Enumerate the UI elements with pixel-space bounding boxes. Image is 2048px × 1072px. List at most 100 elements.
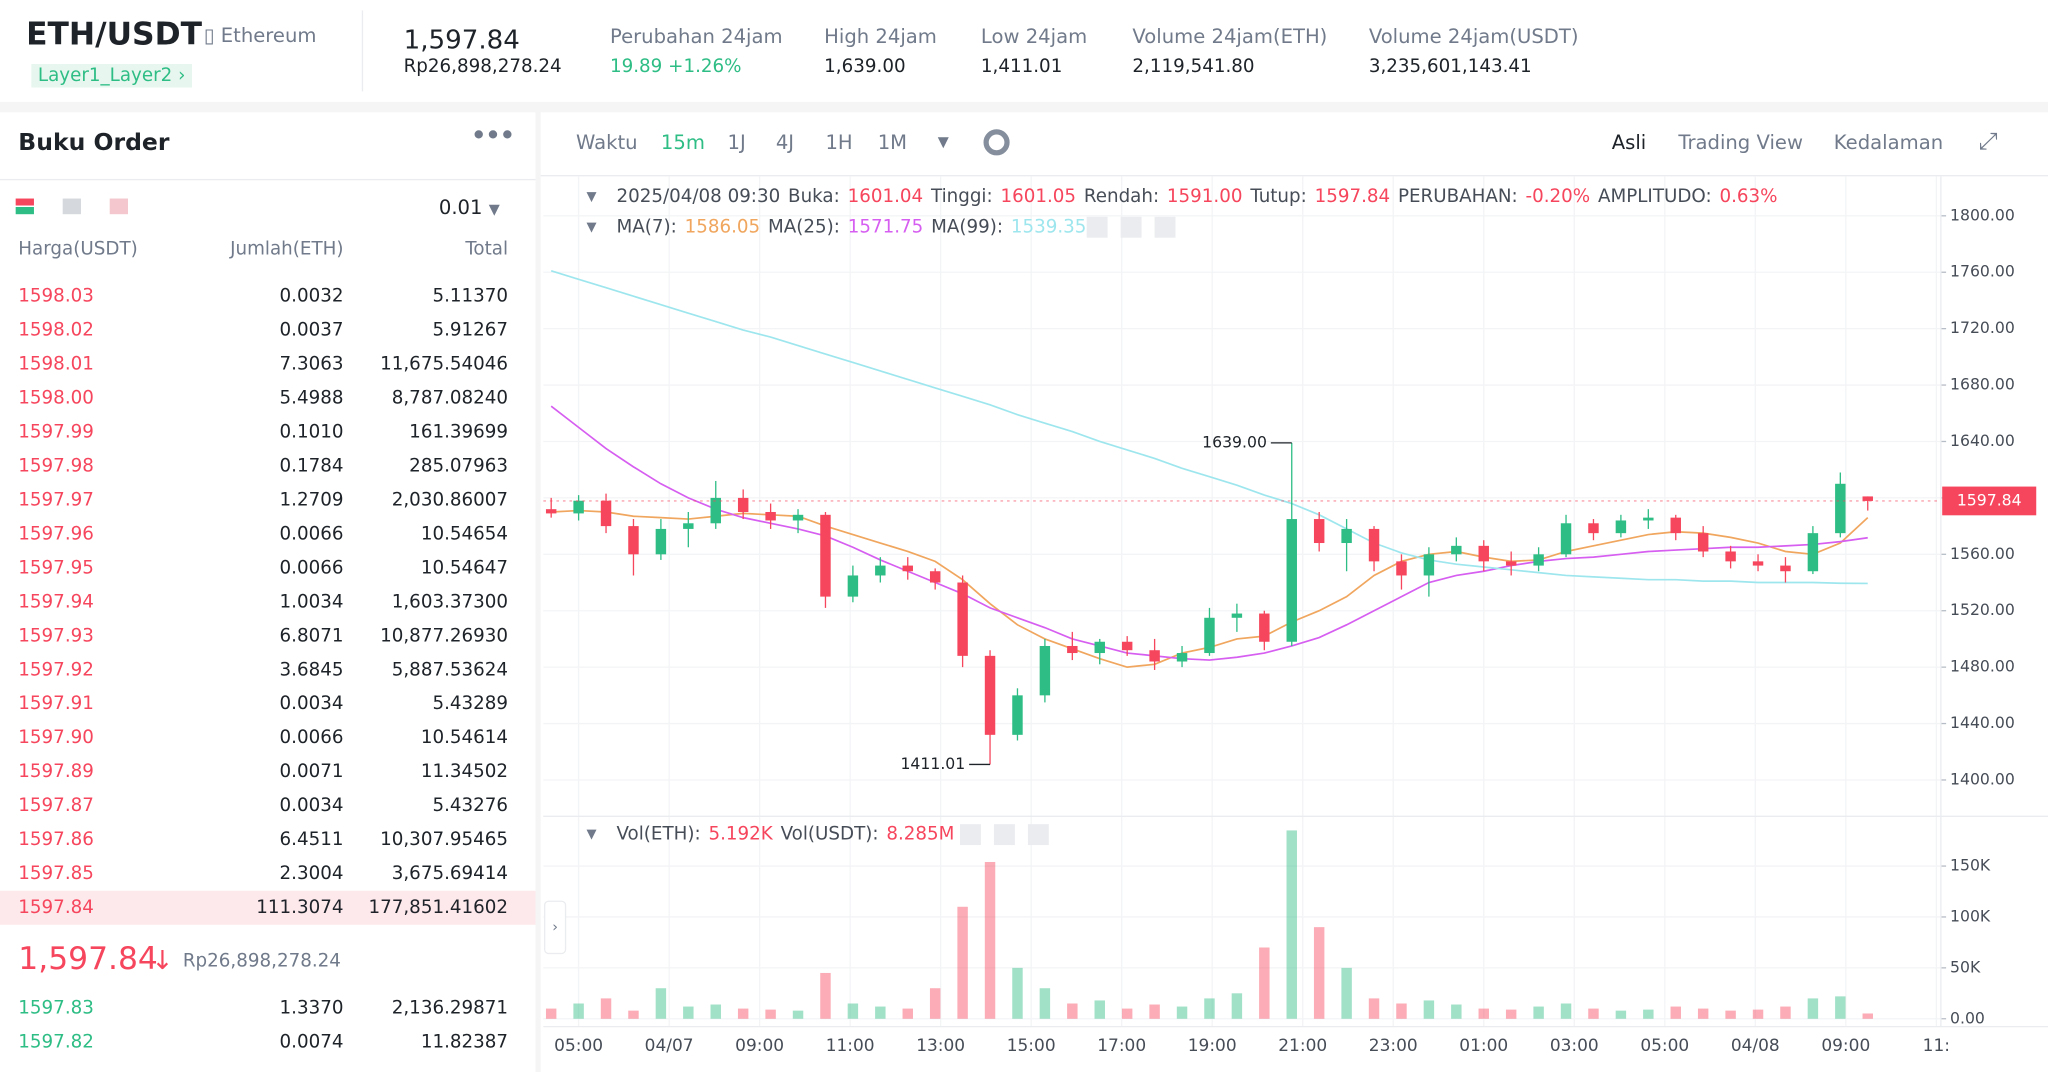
ask-row[interactable]: 1597.99 0.1010 161.39699 bbox=[0, 415, 536, 449]
volume-bar bbox=[1560, 1003, 1572, 1019]
candle-body bbox=[1423, 554, 1435, 576]
candle-body bbox=[1862, 496, 1873, 501]
candle-body bbox=[1451, 545, 1462, 555]
volume-bar bbox=[1780, 1006, 1791, 1019]
ask-row[interactable]: 1597.93 6.8071 10,877.26930 bbox=[0, 619, 536, 653]
price: 1597.83 bbox=[18, 997, 94, 1019]
legend-item: Vol(ETH): bbox=[616, 824, 700, 845]
candle-body bbox=[710, 497, 721, 524]
total: 285.07963 bbox=[409, 455, 509, 477]
price: 1597.89 bbox=[18, 761, 94, 783]
total: 5.91267 bbox=[432, 319, 509, 341]
volume-bar bbox=[765, 1009, 776, 1019]
legend-item: 5.192K bbox=[708, 824, 773, 845]
volume-bar bbox=[1835, 996, 1846, 1019]
view-tab[interactable]: Kedalaman bbox=[1833, 130, 1944, 155]
max-label: 1639.00 bbox=[1202, 432, 1267, 451]
total: 5.43289 bbox=[432, 693, 509, 715]
price: 1598.03 bbox=[18, 286, 94, 307]
candle-body bbox=[600, 500, 612, 527]
volume-bar bbox=[683, 1006, 694, 1019]
volume-bar bbox=[1368, 998, 1380, 1019]
candle-body bbox=[1588, 523, 1599, 534]
collapse: ▼ bbox=[586, 190, 596, 205]
symbol: ETH/USDT bbox=[26, 15, 203, 53]
volume-bar bbox=[1862, 1013, 1873, 1019]
y-tick-label: 1800.00 bbox=[1950, 205, 2015, 224]
ask-row[interactable]: 1597.94 1.0034 1,603.37300 bbox=[0, 585, 536, 619]
view-tab[interactable]: Trading View bbox=[1678, 130, 1803, 155]
interval[interactable]: 1J bbox=[727, 130, 746, 155]
view-tab[interactable]: Asli bbox=[1611, 130, 1647, 155]
view-bids[interactable] bbox=[62, 198, 81, 215]
ask-row[interactable]: 1597.90 0.0066 10.54614 bbox=[0, 721, 536, 755]
amount: 1.0034 bbox=[279, 591, 344, 613]
order-book: Buku Order ••• 0.01 ▼ Harga(USDT) Jumlah(… bbox=[0, 112, 536, 1072]
candle-body bbox=[1780, 565, 1791, 572]
ask-row[interactable]: 1598.02 0.0037 5.91267 bbox=[0, 313, 536, 347]
interval[interactable]: 4J bbox=[775, 130, 795, 155]
total: 10.54647 bbox=[420, 557, 509, 579]
interval[interactable]: 15m bbox=[660, 130, 705, 155]
total: 10.54614 bbox=[420, 727, 509, 749]
x-tick-label: 09:00 bbox=[735, 1036, 784, 1056]
ask-row[interactable]: 1597.92 3.6845 5,887.53624 bbox=[0, 653, 536, 687]
legend-item: PERUBAHAN: bbox=[1398, 186, 1518, 207]
y-tick-label: 1760.00 bbox=[1950, 262, 2015, 281]
more-intervals[interactable]: ▼ bbox=[937, 133, 949, 151]
legend-item: MA(99): bbox=[931, 216, 1003, 237]
fullscreen[interactable]: ⤢ bbox=[1978, 127, 1998, 156]
ask-row[interactable]: 1597.89 0.0071 11.34502 bbox=[0, 755, 536, 789]
stat-value: 19.89 +1.26% bbox=[609, 56, 742, 78]
ask-row[interactable]: 1597.98 0.1784 285.07963 bbox=[0, 449, 536, 483]
ask-row[interactable]: 1597.95 0.0066 10.54647 bbox=[0, 551, 536, 585]
interval[interactable]: 1M bbox=[877, 130, 908, 155]
x-tick-label: 23:00 bbox=[1369, 1036, 1418, 1056]
ask-row[interactable]: 1597.86 6.4511 10,307.95465 bbox=[0, 823, 536, 857]
ask-row[interactable]: 1597.97 1.2709 2,030.86007 bbox=[0, 483, 536, 517]
tick-size[interactable]: 0.01 ▼ bbox=[438, 195, 500, 220]
bid-row[interactable]: 1597.82 0.0074 11.82387 bbox=[0, 1025, 536, 1059]
view-both[interactable] bbox=[15, 198, 34, 215]
coin-name[interactable]: ▯ Ethereum bbox=[203, 23, 317, 48]
candle-body bbox=[1478, 545, 1489, 562]
candle-body bbox=[792, 514, 804, 521]
ask-row[interactable]: 1597.96 0.0066 10.54654 bbox=[0, 517, 536, 551]
settings[interactable] bbox=[983, 129, 1010, 156]
candle-body bbox=[573, 500, 584, 514]
legend-icon bbox=[1154, 216, 1176, 238]
view-asks[interactable] bbox=[109, 198, 128, 215]
amount: 0.0034 bbox=[279, 795, 344, 817]
ask-row[interactable]: 1598.00 5.4988 8,787.08240 bbox=[0, 381, 536, 415]
header-bar: ETH/USDT ▯ Ethereum Layer1_Layer2 › 1,59… bbox=[0, 0, 2048, 102]
y-tick-label: 1720.00 bbox=[1950, 318, 2015, 337]
x-tick-label: 11:00 bbox=[826, 1036, 875, 1056]
tag[interactable]: Layer1_Layer2 › bbox=[31, 63, 192, 88]
divider bbox=[540, 175, 2048, 177]
price: 1597.86 bbox=[18, 829, 94, 851]
menu[interactable]: ••• bbox=[470, 120, 516, 153]
volume-bar bbox=[1121, 1008, 1133, 1019]
volume-bar bbox=[1067, 1003, 1078, 1019]
candle-body bbox=[1396, 561, 1407, 576]
x-tick-label: 17:00 bbox=[1097, 1036, 1146, 1056]
ask-row[interactable]: 1597.87 0.0034 5.43276 bbox=[0, 789, 536, 823]
stat-label: Volume 24jam(ETH) bbox=[1132, 24, 1328, 49]
ask-row[interactable]: 1597.84 111.3074 177,851.41602 bbox=[0, 890, 536, 925]
tick-size-text: 0.01 bbox=[438, 195, 483, 220]
price: 1598.01 bbox=[18, 353, 94, 375]
column-header: Jumlah(ETH) bbox=[230, 239, 344, 260]
last-price: 1,597.84 bbox=[18, 940, 158, 977]
volume-bar bbox=[1807, 998, 1819, 1019]
bid-row[interactable]: 1597.83 1.3370 2,136.29871 bbox=[0, 991, 536, 1025]
price: 1597.95 bbox=[18, 557, 94, 579]
price: 1597.97 bbox=[18, 489, 94, 511]
volume-bar bbox=[929, 988, 941, 1019]
ask-row[interactable]: 1597.85 2.3004 3,675.69414 bbox=[0, 857, 536, 891]
ask-row[interactable]: 1598.01 7.3063 11,675.54046 bbox=[0, 347, 536, 381]
interval[interactable]: 1H bbox=[825, 130, 853, 155]
legend-item: 0.63% bbox=[1719, 186, 1777, 207]
ask-row[interactable]: 1598.03 0.0032 5.11370 bbox=[0, 280, 536, 314]
ask-row[interactable]: 1597.91 0.0034 5.43289 bbox=[0, 687, 536, 721]
y-tick-label: 1640.00 bbox=[1950, 431, 2015, 450]
